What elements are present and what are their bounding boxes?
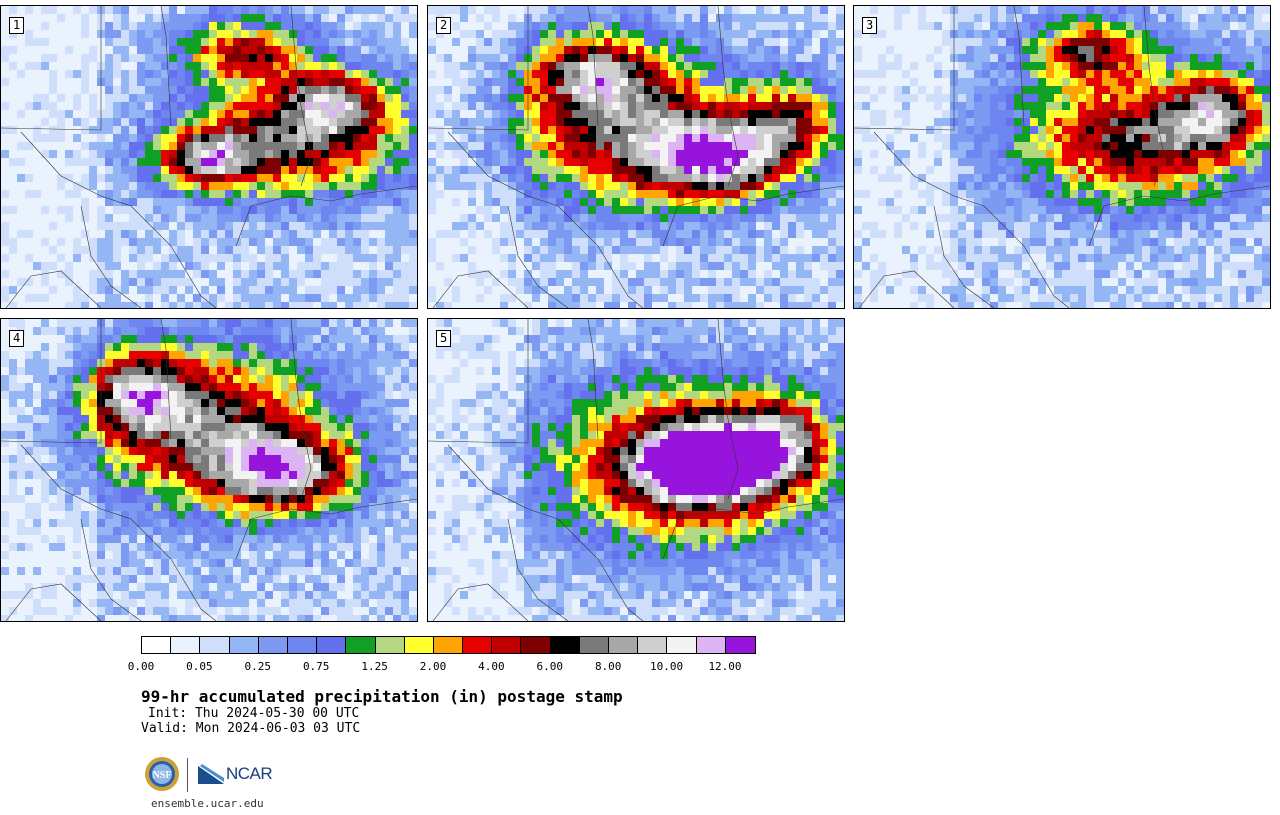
panel-label: 2 [436, 17, 452, 34]
site-url: ensemble.ucar.edu [151, 797, 264, 810]
logo-divider [187, 758, 188, 792]
colorbar-swatch [725, 637, 755, 653]
panel-label: 1 [9, 17, 25, 34]
colorbar-swatch [346, 637, 376, 653]
panel-label: 4 [9, 330, 25, 347]
colorbar-ticks: 0.00 0.05 0.25 0.75 1.25 2.00 4.00 6.00 8.00 10.0… [0, 660, 1280, 674]
colorbar-swatch [667, 637, 697, 653]
colorbar-swatch [200, 637, 230, 653]
precip-map [854, 6, 1270, 308]
colorbar-swatch [609, 637, 639, 653]
colorbar [141, 636, 756, 654]
colorbar-swatch [375, 637, 405, 653]
map-panel-5: 5 [427, 318, 845, 622]
colorbar-tick-label: 4.00 [478, 660, 505, 673]
figure-title: 99-hr accumulated precipitation (in) pos… [141, 687, 623, 706]
colorbar-swatch [404, 637, 434, 653]
colorbar-swatch [317, 637, 347, 653]
colorbar-swatch [433, 637, 464, 653]
colorbar-swatch [492, 637, 522, 653]
colorbar-swatch [579, 637, 609, 653]
colorbar-tick-label: 2.00 [419, 660, 447, 673]
map-panel-1: 1 [0, 5, 418, 309]
colorbar-tick-label: 1.25 [361, 660, 388, 673]
colorbar-tick-label: 0.25 [244, 660, 272, 673]
colorbar-swatch [463, 637, 493, 653]
colorbar-tick-label: 12.00 [708, 660, 742, 673]
colorbar-swatch [638, 637, 668, 653]
ncar-wordmark: NCAR [226, 764, 273, 783]
colorbar-tick-label: 0.75 [302, 660, 330, 673]
colorbar-swatch [696, 637, 726, 653]
colorbar-tick-label: 0.00 [127, 660, 155, 673]
colorbar-swatch [550, 637, 580, 653]
map-panel-3: 3 [853, 5, 1271, 309]
nsf-logo: NSF [145, 757, 179, 791]
colorbar-swatch [287, 637, 318, 653]
precip-map [428, 6, 844, 308]
colorbar-swatch [171, 637, 201, 653]
init-time: Init: Thu 2024-05-30 00 UTC [148, 706, 360, 721]
precip-map [1, 6, 417, 308]
colorbar-tick-label: 10.00 [650, 660, 684, 673]
ncar-logo: NCAR [198, 762, 273, 786]
panel-label: 3 [862, 17, 878, 34]
colorbar-swatch [142, 637, 172, 653]
colorbar-swatch [521, 637, 551, 653]
colorbar-swatch [258, 637, 288, 653]
colorbar-tick-label: 8.00 [594, 660, 622, 673]
ncar-mark-icon [198, 764, 224, 784]
colorbar-swatch [229, 637, 259, 653]
panel-label: 5 [436, 330, 452, 347]
precip-map [1, 319, 417, 621]
precip-map [428, 319, 844, 621]
map-panel-4: 4 [0, 318, 418, 622]
map-panel-2: 2 [427, 5, 845, 309]
colorbar-tick-label: 0.05 [186, 660, 213, 673]
valid-time: Valid: Mon 2024-06-03 03 UTC [141, 721, 361, 736]
colorbar-tick-label: 6.00 [536, 660, 564, 673]
